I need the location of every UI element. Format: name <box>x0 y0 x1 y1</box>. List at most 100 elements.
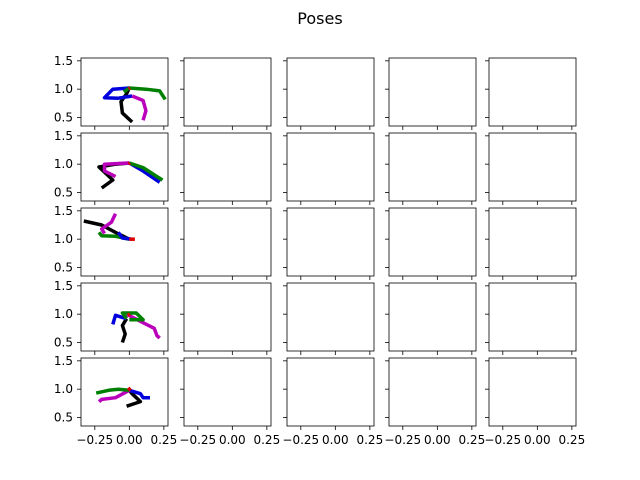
y-tick-label: 0.5 <box>54 336 73 350</box>
y-tick-label: 0.5 <box>54 186 73 200</box>
subplot-r0-c0: 0.5 1.0 1.5 <box>54 54 169 130</box>
subplot-r1-c3 <box>385 132 477 205</box>
subplot-r2-c0: 0.5 1.0 1.5 <box>54 204 169 280</box>
pose-limb-line <box>128 388 150 400</box>
subplot-r1-c0: 0.5 1.0 1.5 <box>54 129 169 205</box>
subplot-r1-c4 <box>485 132 577 205</box>
subplot-frame <box>183 132 272 202</box>
pose-limb-line <box>111 313 128 325</box>
subplot-frame <box>488 57 577 127</box>
subplot-r2-c2 <box>283 207 375 280</box>
subplot-frame <box>286 132 375 202</box>
subplot-r1-c2 <box>283 132 375 205</box>
y-tick-label: 1.0 <box>54 382 73 396</box>
y-tick-label: 1.5 <box>54 204 73 218</box>
pose-limb-line <box>129 86 167 101</box>
subplot-r1-c1 <box>180 132 272 205</box>
subplot-frame <box>183 282 272 352</box>
subplot-frame <box>388 207 477 277</box>
x-tick-label: −0.25 <box>484 433 521 447</box>
x-tick-label: 0.25 <box>356 433 383 447</box>
pose-limb-line <box>102 161 130 179</box>
x-tick-label: 0.00 <box>424 433 451 447</box>
subplot-frame <box>183 207 272 277</box>
subplot-r0-c1 <box>180 57 272 130</box>
subplot-frame <box>286 282 375 352</box>
subplot-frame <box>80 282 169 352</box>
subplot-r4-c0: −0.25 0.00 0.25 0.5 1.0 1.5 <box>54 354 177 447</box>
x-tick-label: −0.25 <box>384 433 421 447</box>
pose-limb-line <box>127 86 131 91</box>
subplot-r3-c3 <box>385 282 477 355</box>
subplot-r2-c3 <box>385 207 477 280</box>
subplot-r4-c1: −0.25 0.00 0.25 <box>179 357 280 447</box>
subplot-r2-c4 <box>485 207 577 280</box>
subplot-frame <box>80 357 169 427</box>
y-tick-label: 0.5 <box>54 261 73 275</box>
subplot-frame <box>286 207 375 277</box>
x-tick-label: −0.25 <box>282 433 319 447</box>
subplot-r4-c3: −0.25 0.00 0.25 <box>384 357 485 447</box>
subplot-frame <box>388 132 477 202</box>
subplot-frame <box>488 207 577 277</box>
x-tick-label: 0.25 <box>558 433 585 447</box>
x-tick-label: 0.25 <box>458 433 485 447</box>
subplot-frame <box>286 57 375 127</box>
y-tick-label: 1.0 <box>54 307 73 321</box>
x-tick-label: 0.25 <box>253 433 280 447</box>
pose-r3 <box>111 311 161 344</box>
subplot-r3-c1 <box>180 282 272 355</box>
pose-r0 <box>102 86 167 124</box>
y-tick-label: 1.5 <box>54 279 73 293</box>
pose-r4 <box>95 386 150 408</box>
x-tick-label: −0.25 <box>76 433 113 447</box>
pose-r2 <box>83 212 135 241</box>
subplot-r0-c2 <box>283 57 375 130</box>
y-tick-label: 0.5 <box>54 111 73 125</box>
subplot-r4-c4: −0.25 0.00 0.25 <box>484 357 585 447</box>
pose-limb-line <box>97 388 131 403</box>
x-tick-label: −0.25 <box>179 433 216 447</box>
subplot-r2-c1 <box>180 207 272 280</box>
subplot-frame <box>80 57 169 127</box>
subplot-frame <box>80 207 169 277</box>
subplot-r0-c3 <box>385 57 477 130</box>
pose-limb-line <box>126 386 132 392</box>
x-tick-label: 0.00 <box>116 433 143 447</box>
pose-r1 <box>97 161 164 190</box>
y-tick-label: 1.0 <box>54 82 73 96</box>
subplot-frame <box>388 282 477 352</box>
y-tick-label: 1.5 <box>54 354 73 368</box>
pose-limb-line <box>128 161 164 182</box>
subplot-r0-c4 <box>485 57 577 130</box>
y-tick-label: 1.5 <box>54 54 73 68</box>
pose-limb-line <box>120 311 145 322</box>
figure-title: Poses <box>297 9 342 28</box>
y-tick-label: 0.5 <box>54 411 73 425</box>
pose-limb-line <box>127 161 132 166</box>
pose-limb-line <box>102 86 133 100</box>
subplot-frame <box>183 57 272 127</box>
subplot-frame <box>286 357 375 427</box>
x-tick-label: 0.00 <box>322 433 349 447</box>
subplot-frame <box>488 132 577 202</box>
subplot-frame <box>388 57 477 127</box>
x-tick-label: 0.00 <box>219 433 246 447</box>
subplot-r4-c2: −0.25 0.00 0.25 <box>282 357 383 447</box>
subplot-r3-c2 <box>283 282 375 355</box>
y-tick-label: 1.0 <box>54 232 73 246</box>
subplot-frame <box>488 282 577 352</box>
pose-limb-line <box>116 231 133 241</box>
pose-limb-line <box>122 86 131 94</box>
pose-limb-line <box>95 387 130 395</box>
pose-limb-line <box>99 212 118 235</box>
subplot-r3-c4 <box>485 282 577 355</box>
pose-limb-line <box>119 87 134 124</box>
x-tick-label: 0.00 <box>524 433 551 447</box>
x-tick-label: 0.25 <box>150 433 177 447</box>
y-tick-label: 1.0 <box>54 157 73 171</box>
subplot-frame <box>183 357 272 427</box>
pose-limb-line <box>120 317 129 344</box>
subplot-frame <box>80 132 169 202</box>
